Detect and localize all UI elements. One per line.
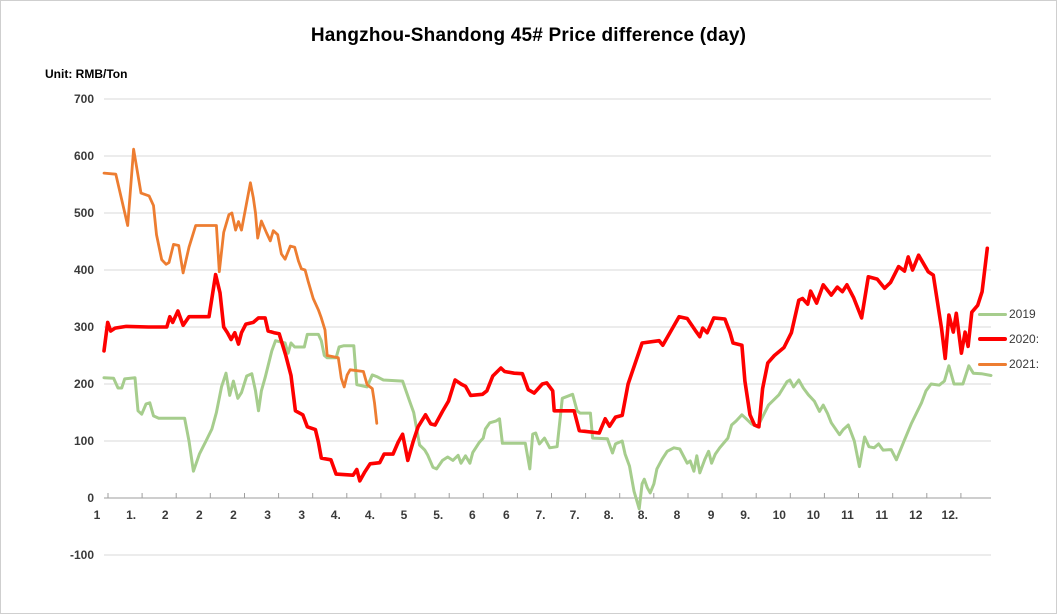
x-tick-label: 5.	[433, 508, 443, 522]
legend-label-2021: 2021:	[1009, 357, 1040, 371]
x-tick-label: 11	[875, 508, 888, 522]
x-tick-label: 2	[196, 508, 203, 522]
y-tick-label: 200	[74, 377, 94, 391]
legend-item-2020: 2020:	[978, 332, 1039, 346]
x-tick-label: 11	[841, 508, 854, 522]
y-tick-label: 700	[74, 92, 94, 106]
x-tick-label: 12.	[942, 508, 959, 522]
legend-swatch-2020	[978, 337, 1007, 341]
legend: 2019 2020: 2021:	[978, 307, 1039, 371]
y-tick-label: 600	[74, 149, 94, 163]
y-tick-label: 0	[87, 491, 94, 505]
y-tick-label: 400	[74, 263, 94, 277]
x-tick-label: 8.	[638, 508, 648, 522]
x-tick-label: 4.	[331, 508, 341, 522]
x-tick-label: 6	[503, 508, 510, 522]
legend-item-2019: 2019	[978, 307, 1039, 321]
chart-title: Hangzhou-Shandong 45# Price difference (…	[310, 25, 747, 46]
x-tick-label: 2	[230, 508, 237, 522]
legend-item-2021: 2021:	[978, 357, 1039, 371]
series-line-2020	[102, 246, 990, 483]
x-tick-label: 9.	[740, 508, 750, 522]
x-tick-label: 12	[909, 508, 923, 522]
series-line-2019	[102, 332, 993, 511]
y-tick-label: -100	[70, 548, 94, 562]
x-tick-label: 1	[94, 508, 101, 522]
x-tick-label: 8.	[604, 508, 614, 522]
y-tick-label: 500	[74, 206, 94, 220]
x-tick-label: 6	[469, 508, 476, 522]
y-tick-label: 100	[74, 434, 94, 448]
x-tick-label: 2	[162, 508, 169, 522]
x-tick-label: 10	[773, 508, 787, 522]
x-tick-label: 7.	[535, 508, 545, 522]
legend-label-2019: 2019	[1009, 307, 1036, 321]
legend-swatch-2019	[978, 312, 1007, 316]
x-tick-label: 7.	[570, 508, 580, 522]
x-tick-label: 3	[264, 508, 271, 522]
legend-swatch-2021	[978, 362, 1007, 366]
x-tick-label: 9	[708, 508, 715, 522]
x-tick-label: 1.	[126, 508, 136, 522]
x-tick-label: 10	[807, 508, 821, 522]
legend-label-2020: 2020:	[1009, 332, 1040, 346]
x-tick-label: 8	[674, 508, 681, 522]
unit-label: Unit: RMB/Ton	[45, 67, 128, 81]
x-tick-label: 3	[298, 508, 305, 522]
series-line-2021	[102, 147, 379, 425]
y-tick-label: 300	[74, 320, 94, 334]
x-tick-label: 5	[401, 508, 408, 522]
x-tick-label: 4.	[365, 508, 375, 522]
